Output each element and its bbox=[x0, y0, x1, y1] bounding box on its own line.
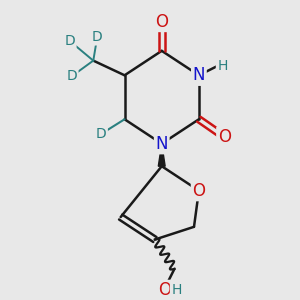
Text: O: O bbox=[218, 128, 231, 146]
Text: N: N bbox=[193, 66, 205, 84]
Text: H: H bbox=[171, 284, 182, 297]
Text: N: N bbox=[155, 135, 168, 153]
Text: D: D bbox=[96, 127, 106, 141]
Text: D: D bbox=[92, 30, 103, 44]
Text: H: H bbox=[217, 58, 227, 73]
Text: O: O bbox=[155, 13, 168, 31]
Polygon shape bbox=[158, 144, 165, 166]
Text: O: O bbox=[192, 182, 206, 200]
Text: O: O bbox=[158, 281, 171, 299]
Text: D: D bbox=[66, 69, 77, 83]
Text: D: D bbox=[64, 34, 75, 48]
